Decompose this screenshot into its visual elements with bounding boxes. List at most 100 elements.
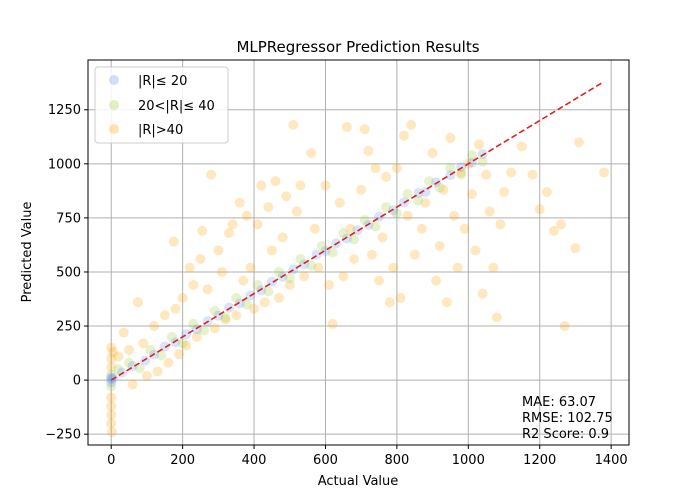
point-r40: [377, 232, 388, 243]
point-r20-40: [134, 363, 145, 374]
point-r40: [106, 401, 117, 412]
point-r20: [116, 367, 127, 378]
point-r40: [320, 180, 331, 191]
point-r20-40: [327, 247, 338, 258]
x-tick-label: 600: [313, 453, 338, 468]
x-tick-label: 200: [170, 453, 195, 468]
point-r40: [549, 225, 560, 236]
point-r40: [177, 292, 188, 303]
point-r20-40: [199, 325, 210, 336]
point-r40: [195, 253, 206, 264]
reference-line: [110, 80, 605, 381]
point-r20: [106, 374, 117, 385]
point-r40: [238, 275, 249, 286]
point-r20: [431, 177, 442, 188]
point-r40: [381, 171, 392, 182]
point-r40: [249, 303, 260, 314]
point-r20: [288, 264, 299, 275]
point-r40: [441, 297, 452, 308]
point-r40: [345, 223, 356, 234]
point-r40: [274, 292, 285, 303]
chart-title: MLPRegressor Prediction Results: [236, 38, 479, 56]
x-tick-label: 1400: [595, 453, 628, 468]
point-r40: [474, 139, 485, 150]
point-r20-40: [220, 312, 231, 323]
point-r20-40: [106, 369, 117, 380]
point-r20: [256, 285, 267, 296]
legend-label-r20: |R|≤ 20: [138, 74, 187, 89]
point-r40: [349, 253, 360, 264]
point-r40: [449, 210, 460, 221]
metric-mae: MAE: 63.07: [522, 395, 596, 410]
point-r20-40: [284, 273, 295, 284]
point-r40: [188, 279, 199, 290]
y-tick-label: 250: [56, 320, 81, 335]
point-r20: [341, 233, 352, 244]
point-r40: [466, 189, 477, 200]
point-r40: [220, 314, 231, 325]
point-r40: [106, 409, 117, 420]
point-r20-40: [370, 221, 381, 232]
x-tick-label: 0: [107, 453, 115, 468]
point-r40: [124, 344, 135, 355]
point-r40: [216, 266, 227, 277]
point-r40: [427, 148, 438, 159]
point-r40: [127, 379, 138, 390]
point-r40: [106, 427, 117, 438]
point-r20: [106, 372, 117, 383]
point-r40: [106, 362, 117, 373]
point-r20-40: [316, 241, 327, 252]
plot-frame: [87, 59, 630, 446]
point-r40: [299, 271, 310, 282]
point-r40: [516, 141, 527, 152]
point-r40: [152, 366, 163, 377]
point-r40: [431, 275, 442, 286]
point-r40: [295, 180, 306, 191]
point-r40: [391, 163, 402, 174]
x-tick-label: 1000: [452, 453, 485, 468]
point-r40: [159, 310, 170, 321]
point-r40: [277, 232, 288, 243]
point-r20-40: [295, 253, 306, 264]
point-r20-40: [113, 364, 124, 375]
point-r40: [202, 284, 213, 295]
point-r20: [477, 149, 488, 160]
point-r40: [574, 137, 585, 148]
point-r20-40: [145, 344, 156, 355]
point-r40: [191, 331, 202, 342]
legend-box: [94, 66, 229, 144]
point-r40: [452, 262, 463, 273]
point-r40: [395, 292, 406, 303]
y-axis-label: Predicted Value: [20, 202, 35, 303]
point-r40: [306, 148, 317, 159]
point-r40: [370, 163, 381, 174]
point-r20-40: [106, 381, 117, 392]
point-r20-40: [349, 234, 360, 245]
point-r40: [363, 145, 374, 156]
point-r20: [388, 205, 399, 216]
point-r40: [234, 197, 245, 208]
point-r40: [484, 206, 495, 217]
point-r40: [266, 245, 277, 256]
point-r40: [245, 262, 256, 273]
y-tick-label: 1250: [48, 103, 81, 118]
point-r20-40: [477, 156, 488, 167]
point-r40: [141, 370, 152, 381]
point-r40: [227, 219, 238, 230]
point-r20-40: [381, 202, 392, 213]
x-axis-label: Actual Value: [318, 474, 399, 489]
point-r20-40: [424, 176, 435, 187]
point-r20: [420, 186, 431, 197]
legend: |R|≤ 20 20<|R|≤ 40 |R|>40: [94, 66, 229, 144]
point-r40: [309, 223, 320, 234]
point-r40: [213, 245, 224, 256]
point-r20-40: [166, 331, 177, 342]
point-r20-40: [359, 215, 370, 226]
point-r20-40: [466, 150, 477, 161]
legend-label-r40: |R|>40: [138, 123, 183, 138]
point-r40: [445, 132, 456, 143]
point-r40: [406, 119, 417, 130]
point-r20-40: [188, 318, 199, 329]
point-r40: [338, 271, 349, 282]
